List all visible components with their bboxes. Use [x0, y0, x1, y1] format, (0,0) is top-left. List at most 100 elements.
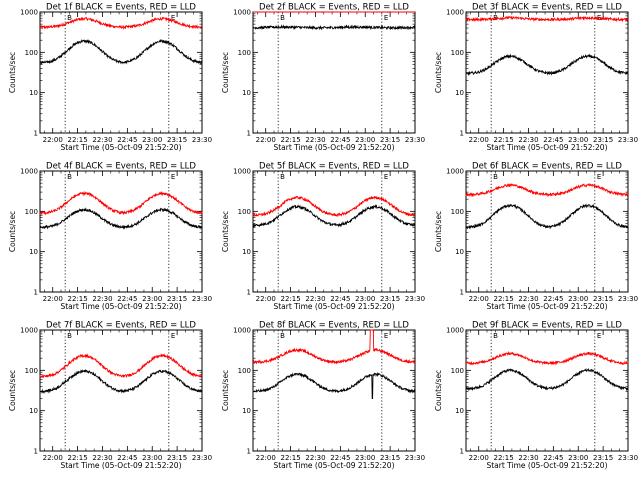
- y-axis-label: Counts/sec: [434, 211, 443, 252]
- y-tick-label: 10: [242, 89, 251, 97]
- panel-title: Det 1f BLACK = Events, RED = LLD: [46, 3, 196, 13]
- y-axis-label: Counts/sec: [221, 370, 230, 411]
- plot-frame: [39, 11, 203, 134]
- x-tick-label: 22:45: [330, 295, 350, 303]
- y-tick-label: 100: [238, 49, 251, 57]
- y-axis-label: Counts/sec: [221, 52, 230, 93]
- x-tick-label: 23:30: [192, 454, 212, 462]
- x-tick-label: 23:15: [167, 454, 187, 462]
- panel-det-2: Det 2f BLACK = Events, RED = LLD 1 10 100 10…: [221, 3, 425, 153]
- x-tick-label: 23:15: [380, 295, 400, 303]
- x-tick-label: 22:45: [117, 295, 137, 303]
- x-tick-label: 23:30: [618, 454, 638, 462]
- events-series-line: [252, 371, 416, 399]
- x-tick-label: 22:30: [305, 295, 325, 303]
- x-tick-label: 23:00: [355, 136, 375, 144]
- events-series-line: [252, 204, 416, 228]
- y-tick-label: 1: [247, 130, 251, 138]
- marker-b-label: B: [67, 332, 72, 340]
- y-tick-label: 1000: [446, 9, 464, 17]
- panel-title: Det 4f BLACK = Events, RED = LLD: [46, 162, 196, 172]
- y-tick-label: 1000: [233, 168, 251, 176]
- x-tick-label: 22:30: [518, 454, 538, 462]
- panel-det-8: Det 8f BLACK = Events, RED = LLD 1 10 100 10…: [221, 321, 425, 471]
- x-axis-label: Start Time (05-Oct-09 21:52:20): [486, 143, 607, 152]
- x-tick-label: 23:00: [568, 136, 588, 144]
- lld-series-line: [465, 15, 629, 23]
- marker-b-label: B: [67, 173, 72, 181]
- x-tick-label: 23:30: [192, 295, 212, 303]
- x-tick-label: 23:30: [192, 136, 212, 144]
- x-tick-label: 22:30: [92, 136, 112, 144]
- x-tick-label: 22:30: [518, 136, 538, 144]
- y-tick-label: 10: [242, 248, 251, 256]
- x-tick-label: 22:45: [543, 136, 563, 144]
- x-tick-label: 22:15: [494, 295, 514, 303]
- x-axis-label: Start Time (05-Oct-09 21:52:20): [486, 461, 607, 470]
- marker-b-label: B: [493, 173, 498, 181]
- y-tick-label: 100: [25, 367, 38, 375]
- x-tick-label: 23:30: [405, 136, 425, 144]
- panel-title: Det 7f BLACK = Events, RED = LLD: [46, 321, 196, 331]
- marker-e-label: E: [384, 14, 388, 22]
- x-tick-label: 22:30: [305, 136, 325, 144]
- x-tick-label: 22:15: [281, 136, 301, 144]
- x-tick-label: 23:30: [405, 454, 425, 462]
- y-tick-label: 1000: [446, 327, 464, 335]
- x-tick-label: 22:45: [117, 136, 137, 144]
- lld-series-line: [39, 16, 203, 30]
- x-axis-label: Start Time (05-Oct-09 21:52:20): [60, 143, 181, 152]
- events-series-line: [465, 367, 629, 392]
- marker-e-label: E: [171, 332, 175, 340]
- panel-det-7: Det 7f BLACK = Events, RED = LLD 1 10 100 10…: [8, 321, 212, 471]
- x-tick-label: 22:15: [494, 454, 514, 462]
- y-axis-label: Counts/sec: [8, 211, 17, 252]
- x-tick-label: 22:00: [469, 295, 489, 303]
- plot-frame: [465, 170, 629, 293]
- x-axis-label: Start Time (05-Oct-09 21:52:20): [60, 461, 181, 470]
- x-tick-label: 22:30: [92, 295, 112, 303]
- y-tick-label: 1000: [233, 327, 251, 335]
- lld-series-line: [39, 190, 203, 216]
- x-tick-label: 23:00: [355, 295, 375, 303]
- x-axis-label: Start Time (05-Oct-09 21:52:20): [273, 461, 394, 470]
- y-tick-label: 1000: [20, 9, 38, 17]
- x-tick-label: 22:15: [68, 136, 88, 144]
- x-tick-label: 22:00: [256, 136, 276, 144]
- x-tick-label: 22:45: [543, 295, 563, 303]
- x-tick-label: 22:00: [43, 136, 63, 144]
- x-tick-label: 22:00: [469, 454, 489, 462]
- marker-e-label: E: [384, 173, 388, 181]
- lld-series-line: [252, 329, 416, 365]
- panel-det-3: Det 3f BLACK = Events, RED = LLD 1 10 100 10…: [434, 3, 638, 153]
- y-tick-label: 100: [238, 367, 251, 375]
- x-axis-label: Start Time (05-Oct-09 21:52:20): [486, 302, 607, 311]
- x-axis-label: Start Time (05-Oct-09 21:52:20): [273, 143, 394, 152]
- y-tick-label: 10: [29, 248, 38, 256]
- x-tick-label: 23:00: [142, 295, 162, 303]
- x-tick-label: 22:15: [68, 295, 88, 303]
- x-tick-label: 23:15: [593, 295, 613, 303]
- marker-e-label: E: [171, 173, 175, 181]
- x-tick-label: 23:15: [380, 136, 400, 144]
- y-tick-label: 10: [455, 248, 464, 256]
- x-tick-label: 22:30: [518, 295, 538, 303]
- x-tick-label: 23:00: [142, 454, 162, 462]
- y-axis-label: Counts/sec: [434, 52, 443, 93]
- plot-frame: [252, 170, 416, 293]
- y-tick-label: 10: [29, 89, 38, 97]
- y-tick-label: 100: [238, 208, 251, 216]
- events-series-line: [465, 203, 629, 230]
- events-series-line: [39, 38, 203, 65]
- panel-det-5: Det 5f BLACK = Events, RED = LLD 1 10 100 10…: [221, 162, 425, 312]
- y-tick-label: 100: [25, 49, 38, 57]
- events-series-line: [39, 207, 203, 230]
- x-tick-label: 23:15: [593, 136, 613, 144]
- x-tick-label: 22:00: [256, 295, 276, 303]
- marker-e-label: E: [597, 173, 601, 181]
- x-tick-label: 22:00: [256, 454, 276, 462]
- x-tick-label: 23:30: [618, 295, 638, 303]
- panel-title: Det 2f BLACK = Events, RED = LLD: [259, 3, 409, 13]
- panel-title: Det 8f BLACK = Events, RED = LLD: [259, 321, 409, 331]
- x-tick-label: 23:30: [618, 136, 638, 144]
